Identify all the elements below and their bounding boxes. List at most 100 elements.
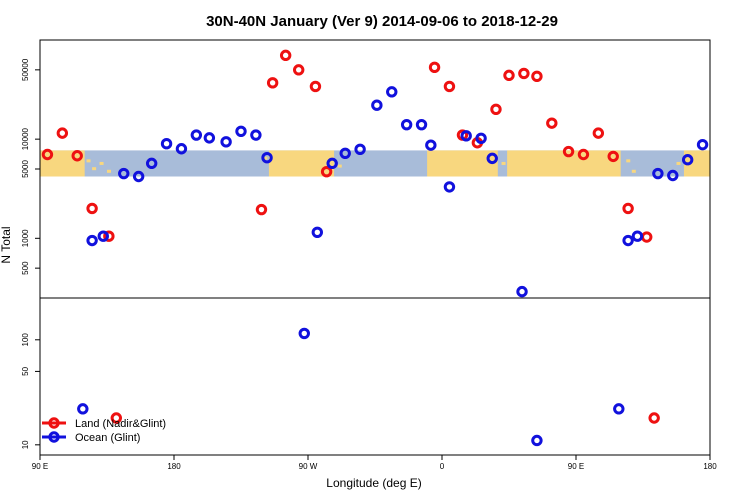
ocean-point-28 bbox=[516, 285, 528, 298]
x-axis: 90 E 180 90 W 0 90 E 180 bbox=[32, 455, 717, 471]
land-point-13 bbox=[443, 80, 456, 93]
legend-ocean-marker bbox=[48, 431, 60, 443]
ocean-point-2 bbox=[97, 230, 109, 242]
ocean-point-26 bbox=[475, 132, 487, 144]
map-speck-9 bbox=[676, 161, 681, 165]
legend-land-marker bbox=[48, 417, 60, 429]
ocean-point-33 bbox=[652, 167, 664, 180]
map-land-2 bbox=[427, 150, 498, 177]
legend-land-label: Land (Nadir&Glint) bbox=[75, 418, 166, 430]
land-point-9 bbox=[292, 64, 305, 76]
land-point-2 bbox=[71, 150, 83, 162]
ocean-point-18 bbox=[354, 143, 366, 156]
y-tick-label-lower-1: 50 bbox=[21, 366, 30, 375]
ocean-point-29 bbox=[531, 434, 543, 447]
x-tick-label-5: 180 bbox=[703, 462, 717, 471]
land-point-22 bbox=[577, 148, 590, 161]
land-point-1 bbox=[56, 127, 69, 139]
map-speck-3 bbox=[107, 169, 111, 173]
legend: Land (Nadir&Glint) Ocean (Glint) bbox=[42, 417, 166, 444]
land-point-0 bbox=[41, 148, 54, 161]
y-axis-upper: 500 1000 5000 10000 50000 bbox=[21, 58, 40, 275]
land-point-26 bbox=[641, 231, 653, 243]
ocean-point-22 bbox=[415, 118, 428, 131]
land-point-25 bbox=[622, 202, 634, 215]
ocean-point-11 bbox=[235, 125, 247, 138]
legend-ocean-label: Ocean (Glint) bbox=[75, 432, 140, 444]
map-speck-0 bbox=[86, 159, 91, 163]
land-point-12 bbox=[428, 61, 441, 74]
x-tick-label-3: 0 bbox=[440, 462, 445, 471]
x-tick-label-1: 180 bbox=[167, 462, 181, 471]
map-land-1 bbox=[268, 150, 335, 177]
land-point-21 bbox=[562, 145, 575, 158]
land-point-19 bbox=[531, 70, 543, 83]
ocean-point-9 bbox=[203, 132, 216, 144]
y-tick-label-upper-0: 500 bbox=[21, 261, 30, 275]
y-axis-lower: 10 50 100 bbox=[21, 333, 40, 449]
x-tick-label-0: 90 E bbox=[32, 462, 48, 471]
ocean-point-16 bbox=[326, 157, 338, 170]
y-axis-label: N Total bbox=[0, 226, 13, 263]
ocean-point-25 bbox=[460, 130, 472, 142]
map-speck-4 bbox=[263, 156, 268, 160]
ocean-point-15 bbox=[311, 226, 324, 238]
y-tick-label-lower-0: 10 bbox=[21, 440, 30, 449]
map-speck-1 bbox=[92, 167, 97, 171]
x-axis-label: Longitude (deg E) bbox=[326, 476, 421, 490]
map-speck-2 bbox=[99, 161, 104, 165]
ocean-point-14 bbox=[298, 327, 310, 340]
ocean-point-19 bbox=[371, 99, 383, 111]
ocean-point-30 bbox=[613, 403, 625, 415]
land-point-8 bbox=[279, 49, 292, 62]
ocean-point-31 bbox=[622, 234, 634, 247]
ocean-point-34 bbox=[667, 169, 679, 182]
land-point-7 bbox=[266, 77, 279, 89]
y-tick-label-upper-1: 1000 bbox=[21, 229, 30, 247]
land-point-18 bbox=[518, 67, 530, 80]
chart-title: 30N-40N January (Ver 9) 2014-09-06 to 20… bbox=[206, 13, 558, 30]
map-band bbox=[40, 150, 710, 177]
land-point-16 bbox=[490, 103, 502, 116]
ocean-point-21 bbox=[400, 118, 413, 131]
ocean-point-13 bbox=[261, 152, 273, 164]
ocean-point-8 bbox=[190, 129, 203, 141]
ocean-point-24 bbox=[443, 181, 456, 193]
ocean-point-6 bbox=[160, 137, 173, 150]
ocean-point-7 bbox=[175, 143, 188, 155]
map-speck-6 bbox=[501, 161, 506, 165]
ocean-point-12 bbox=[250, 129, 262, 141]
land-point-6 bbox=[255, 203, 268, 216]
y-tick-label-upper-2: 5000 bbox=[21, 160, 30, 178]
ocean-point-1 bbox=[86, 234, 98, 247]
land-point-23 bbox=[592, 127, 605, 139]
data-points bbox=[41, 49, 709, 447]
land-point-5 bbox=[110, 412, 123, 424]
x-tick-label-4: 90 E bbox=[568, 462, 584, 471]
y-tick-label-lower-2: 100 bbox=[21, 333, 30, 347]
map-land-0 bbox=[40, 150, 85, 177]
ocean-point-10 bbox=[220, 136, 232, 148]
x-tick-label-2: 90 W bbox=[299, 462, 318, 471]
ocean-point-23 bbox=[425, 139, 437, 151]
ocean-point-5 bbox=[145, 157, 158, 170]
ocean-point-36 bbox=[696, 138, 709, 151]
map-speck-7 bbox=[626, 159, 631, 163]
land-point-27 bbox=[648, 412, 660, 424]
ocean-point-3 bbox=[118, 167, 130, 180]
land-point-11 bbox=[320, 165, 333, 178]
map-speck-5 bbox=[337, 164, 342, 168]
ocean-point-17 bbox=[339, 147, 351, 159]
ocean-point-32 bbox=[631, 230, 644, 242]
ocean-point-4 bbox=[132, 170, 145, 183]
land-point-3 bbox=[86, 202, 98, 215]
ocean-point-0 bbox=[77, 403, 89, 415]
land-point-24 bbox=[607, 150, 619, 163]
land-point-4 bbox=[103, 230, 115, 242]
ocean-point-27 bbox=[486, 152, 498, 165]
map-speck-8 bbox=[631, 169, 636, 173]
land-point-20 bbox=[546, 117, 558, 129]
ocean-point-35 bbox=[681, 154, 694, 166]
y-tick-label-upper-3: 10000 bbox=[21, 127, 30, 150]
